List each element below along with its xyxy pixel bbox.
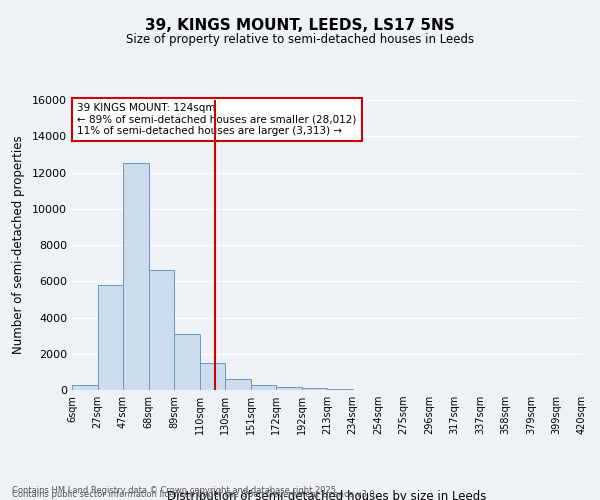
Bar <box>199 363 225 390</box>
Text: 39, KINGS MOUNT, LEEDS, LS17 5NS: 39, KINGS MOUNT, LEEDS, LS17 5NS <box>145 18 455 32</box>
Bar <box>225 379 251 390</box>
Bar <box>251 386 276 390</box>
Text: Contains HM Land Registry data © Crown copyright and database right 2025.: Contains HM Land Registry data © Crown c… <box>12 486 338 495</box>
Bar <box>97 285 123 390</box>
Y-axis label: Number of semi-detached properties: Number of semi-detached properties <box>12 136 25 354</box>
Bar <box>302 388 327 390</box>
Text: 39 KINGS MOUNT: 124sqm
← 89% of semi-detached houses are smaller (28,012)
11% of: 39 KINGS MOUNT: 124sqm ← 89% of semi-det… <box>77 103 356 136</box>
Text: Size of property relative to semi-detached houses in Leeds: Size of property relative to semi-detach… <box>126 32 474 46</box>
X-axis label: Distribution of semi-detached houses by size in Leeds: Distribution of semi-detached houses by … <box>167 490 487 500</box>
Bar <box>276 388 302 390</box>
Bar <box>123 164 149 390</box>
Text: Contains public sector information licensed under the Open Government Licence v3: Contains public sector information licen… <box>12 490 377 499</box>
Bar <box>149 270 174 390</box>
Bar <box>174 334 199 390</box>
Bar <box>72 384 97 390</box>
Bar <box>327 389 353 390</box>
